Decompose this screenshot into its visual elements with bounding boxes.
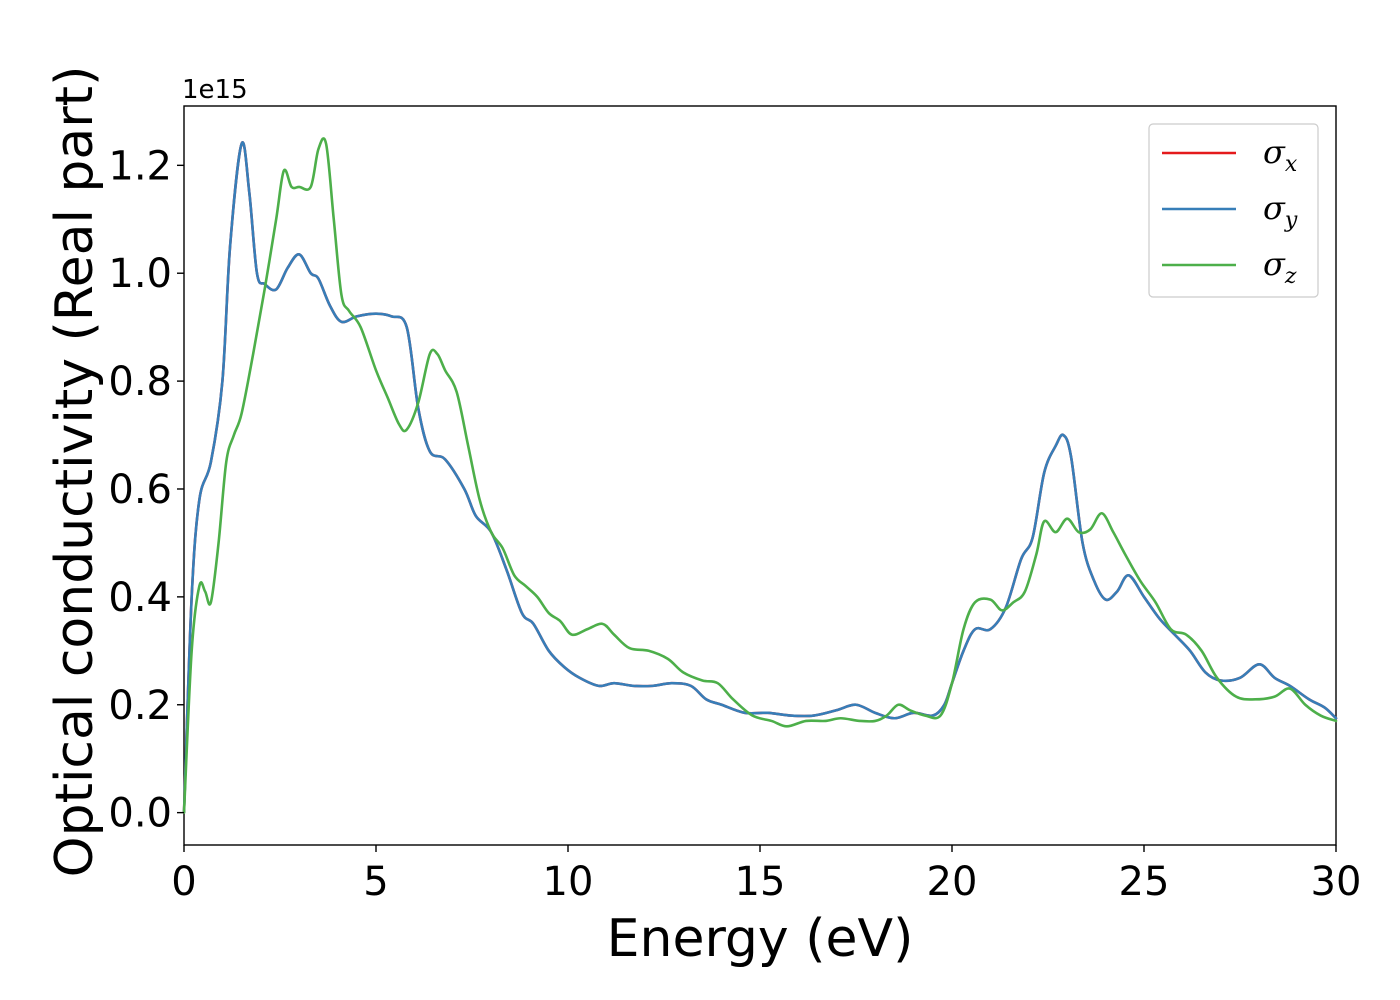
x-tick-label: 30	[1311, 859, 1362, 905]
legend-box	[1148, 123, 1319, 298]
y-tick-label: 0.2	[108, 683, 172, 729]
series-lines	[182, 137, 1338, 814]
y-tick-label: 1.2	[108, 143, 172, 189]
series-line-y	[182, 141, 1338, 814]
x-tick-label: 5	[363, 859, 388, 905]
y-axis-offset-label: 1e15	[182, 75, 248, 105]
x-tick-label: 0	[171, 859, 196, 905]
x-axis-ticks: 0 5 10 15 20 25 30	[171, 845, 1361, 905]
x-tick-label: 25	[1119, 859, 1170, 905]
x-tick-label: 15	[735, 859, 786, 905]
x-axis-title: Energy (eV)	[607, 909, 914, 969]
y-tick-label: 0.4	[108, 575, 172, 621]
y-tick-label: 0.0	[108, 791, 172, 837]
legend-label-x: σx	[1263, 133, 1298, 177]
y-tick-label: 0.8	[108, 359, 172, 405]
legend-label-y: σy	[1263, 189, 1298, 233]
legend: σx σy σz	[1148, 123, 1319, 298]
legend-label-z: σz	[1263, 245, 1297, 289]
series-line-z	[182, 137, 1338, 814]
y-axis-ticks: 0.0 0.2 0.4 0.6 0.8 1.0 1.2	[108, 143, 184, 837]
x-tick-label: 20	[927, 859, 978, 905]
x-tick-label: 10	[543, 859, 594, 905]
y-tick-label: 1.0	[108, 251, 172, 297]
y-axis-title: Optical conductivity (Real part)	[45, 66, 105, 878]
y-tick-label: 0.6	[108, 467, 172, 513]
